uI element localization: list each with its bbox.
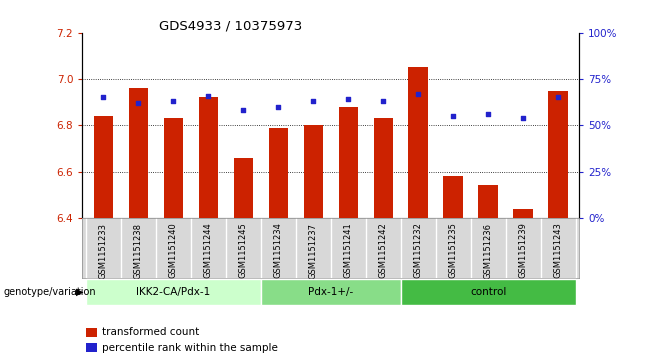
- Bar: [93, 116, 113, 218]
- Bar: [261, 279, 401, 305]
- Text: GSM1151238: GSM1151238: [134, 223, 143, 278]
- Bar: [374, 118, 393, 218]
- Point: [343, 97, 353, 102]
- Point: [308, 98, 318, 104]
- Point: [168, 98, 178, 104]
- Text: GSM1151241: GSM1151241: [343, 223, 353, 278]
- Bar: [128, 88, 148, 218]
- Bar: [401, 279, 576, 305]
- Text: GSM1151237: GSM1151237: [309, 223, 318, 278]
- Point: [273, 104, 284, 110]
- Bar: [409, 68, 428, 218]
- Text: GSM1151242: GSM1151242: [378, 223, 388, 278]
- Text: Pdx-1+/-: Pdx-1+/-: [308, 287, 353, 297]
- Text: GDS4933 / 10375973: GDS4933 / 10375973: [159, 20, 302, 33]
- Point: [133, 100, 143, 106]
- Text: GSM1151232: GSM1151232: [414, 223, 422, 278]
- Point: [413, 91, 423, 97]
- Text: percentile rank within the sample: percentile rank within the sample: [102, 343, 278, 353]
- Text: GSM1151236: GSM1151236: [484, 223, 493, 278]
- Text: GSM1151243: GSM1151243: [553, 223, 563, 278]
- Text: transformed count: transformed count: [102, 327, 199, 337]
- Bar: [548, 90, 568, 218]
- Bar: [338, 107, 358, 218]
- Bar: [513, 208, 533, 218]
- Text: IKK2-CA/Pdx-1: IKK2-CA/Pdx-1: [136, 287, 211, 297]
- Text: control: control: [470, 287, 506, 297]
- Bar: [86, 279, 261, 305]
- Point: [483, 111, 494, 117]
- Point: [518, 115, 528, 121]
- Bar: [478, 185, 497, 218]
- Point: [98, 95, 109, 101]
- Text: GSM1151233: GSM1151233: [99, 223, 108, 278]
- Text: GSM1151235: GSM1151235: [449, 223, 457, 278]
- Text: GSM1151234: GSM1151234: [274, 223, 283, 278]
- Point: [203, 93, 213, 98]
- Text: GSM1151244: GSM1151244: [204, 223, 213, 278]
- Point: [238, 107, 249, 113]
- Bar: [234, 158, 253, 218]
- Bar: [268, 127, 288, 218]
- Point: [378, 98, 388, 104]
- Bar: [303, 125, 323, 218]
- Text: GSM1151239: GSM1151239: [519, 223, 528, 278]
- Bar: [199, 98, 218, 218]
- Bar: [443, 176, 463, 218]
- Text: GSM1151240: GSM1151240: [168, 223, 178, 278]
- Point: [448, 113, 459, 119]
- Text: ▶: ▶: [76, 287, 83, 297]
- Text: GSM1151245: GSM1151245: [239, 223, 247, 278]
- Bar: [164, 118, 183, 218]
- Point: [553, 95, 563, 101]
- Text: genotype/variation: genotype/variation: [3, 287, 96, 297]
